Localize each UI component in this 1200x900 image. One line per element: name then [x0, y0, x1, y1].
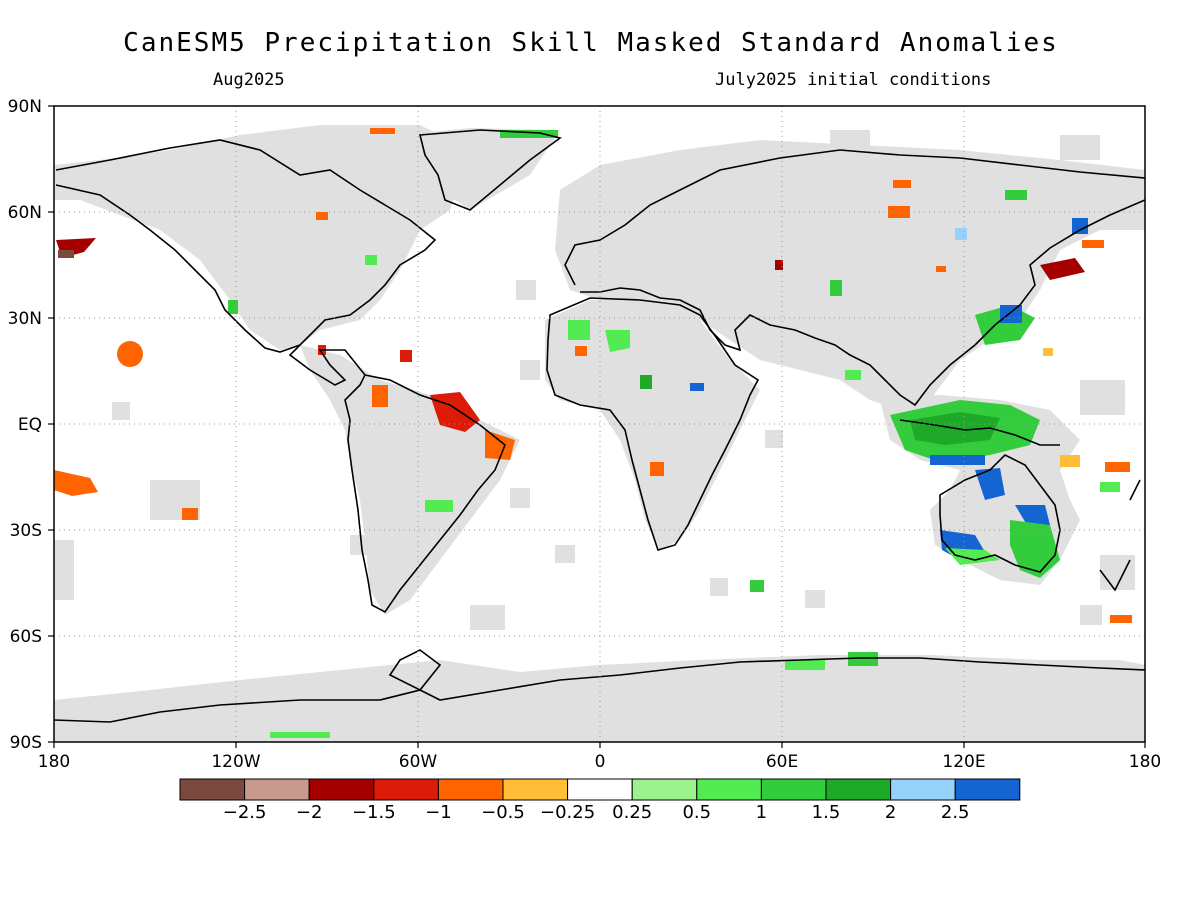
colorbar-swatch: [244, 778, 310, 801]
colorbar-label: 0.5: [682, 802, 711, 823]
lat-label: 30N: [8, 309, 42, 329]
lat-label: 90N: [8, 97, 42, 117]
lat-label: 90S: [10, 733, 42, 753]
colorbar-swatch: [760, 778, 827, 801]
colorbar-swatch: [631, 778, 698, 801]
lon-labels: 180 120W 60W 0 60E 120E 180: [38, 752, 1161, 772]
lon-label: 0: [595, 752, 606, 772]
init-conditions-label: July2025 initial conditions: [715, 70, 992, 90]
graticule: [54, 106, 1145, 742]
anomaly-patches: [54, 128, 1132, 738]
colorbar-swatch: [502, 778, 569, 801]
lon-label: 120W: [211, 752, 260, 772]
colorbar-swatch: [179, 778, 246, 801]
colorbar-label: −1.5: [352, 802, 396, 823]
colorbar-label: −0.25: [540, 802, 595, 823]
lon-label: 180: [38, 752, 70, 772]
colorbar-label: −1: [425, 802, 452, 823]
colorbar-swatch: [954, 778, 1021, 801]
colorbar-label: 0.25: [612, 802, 652, 823]
colorbar: −2.5 −2 −1.5 −1 −0.5 −0.25 0.25 0.5 1 1.5 2 2.5: [179, 778, 1021, 823]
lon-label: 180: [1129, 752, 1161, 772]
axis-ticks: [48, 105, 1146, 748]
lat-label: 60N: [8, 203, 42, 223]
colorbar-swatch: [696, 778, 762, 801]
lat-label: 30S: [10, 521, 42, 541]
lon-label: 60E: [766, 752, 798, 772]
lat-label: 60S: [10, 627, 42, 647]
colorbar-label: 2: [885, 802, 896, 823]
colorbar-label: 1.5: [812, 802, 841, 823]
colorbar-swatch: [373, 778, 439, 801]
colorbar-swatch: [825, 778, 892, 801]
colorbar-label: 2.5: [941, 802, 970, 823]
colorbar-label: −0.5: [481, 802, 525, 823]
coastlines: [53, 129, 1146, 723]
lat-labels: 90N 60N 30N EQ 30S 60S 90S: [8, 97, 42, 753]
colorbar-swatch: [890, 778, 956, 801]
colorbar-label: −2: [296, 802, 323, 823]
colorbar-label: 1: [756, 802, 767, 823]
colorbar-swatch: [437, 778, 504, 801]
colorbar-label: −2.5: [223, 802, 267, 823]
colorbar-swatch: [567, 778, 633, 801]
lon-label: 60W: [399, 752, 438, 772]
map-title: CanESM5 Precipitation Skill Masked Stand…: [123, 28, 1059, 58]
colorbar-swatch: [308, 778, 375, 801]
lat-label: EQ: [18, 415, 42, 435]
valid-month-label: Aug2025: [213, 70, 285, 90]
lon-label: 120E: [942, 752, 985, 772]
